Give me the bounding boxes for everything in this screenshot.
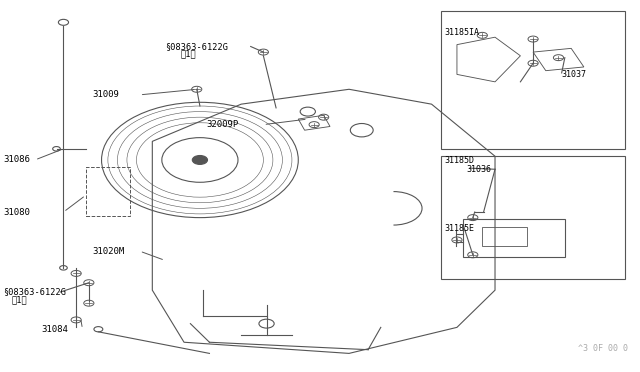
Text: 31020M: 31020M <box>92 247 124 256</box>
Text: §08363-6122G: §08363-6122G <box>165 42 228 51</box>
Text: 31036: 31036 <box>467 165 492 174</box>
Text: 31185D: 31185D <box>444 156 474 165</box>
Text: ^3 0F 00 0: ^3 0F 00 0 <box>577 344 628 353</box>
Text: 31037: 31037 <box>562 70 587 79</box>
Text: 31185IA: 31185IA <box>444 28 479 37</box>
Circle shape <box>192 155 207 164</box>
Text: 31080: 31080 <box>3 208 30 217</box>
Text: （1）: （1） <box>12 295 27 304</box>
Bar <box>441 156 625 279</box>
Text: 31084: 31084 <box>41 325 68 334</box>
Text: 31009: 31009 <box>92 90 119 99</box>
Text: 31185E: 31185E <box>444 224 474 233</box>
Bar <box>463 219 565 257</box>
Text: （1）: （1） <box>181 49 196 58</box>
Bar <box>86 167 130 216</box>
Bar <box>483 227 527 246</box>
Text: §08363-6122G: §08363-6122G <box>3 288 66 296</box>
Text: 31086: 31086 <box>3 155 30 164</box>
Text: 32009P: 32009P <box>206 120 239 129</box>
Bar <box>441 11 625 149</box>
